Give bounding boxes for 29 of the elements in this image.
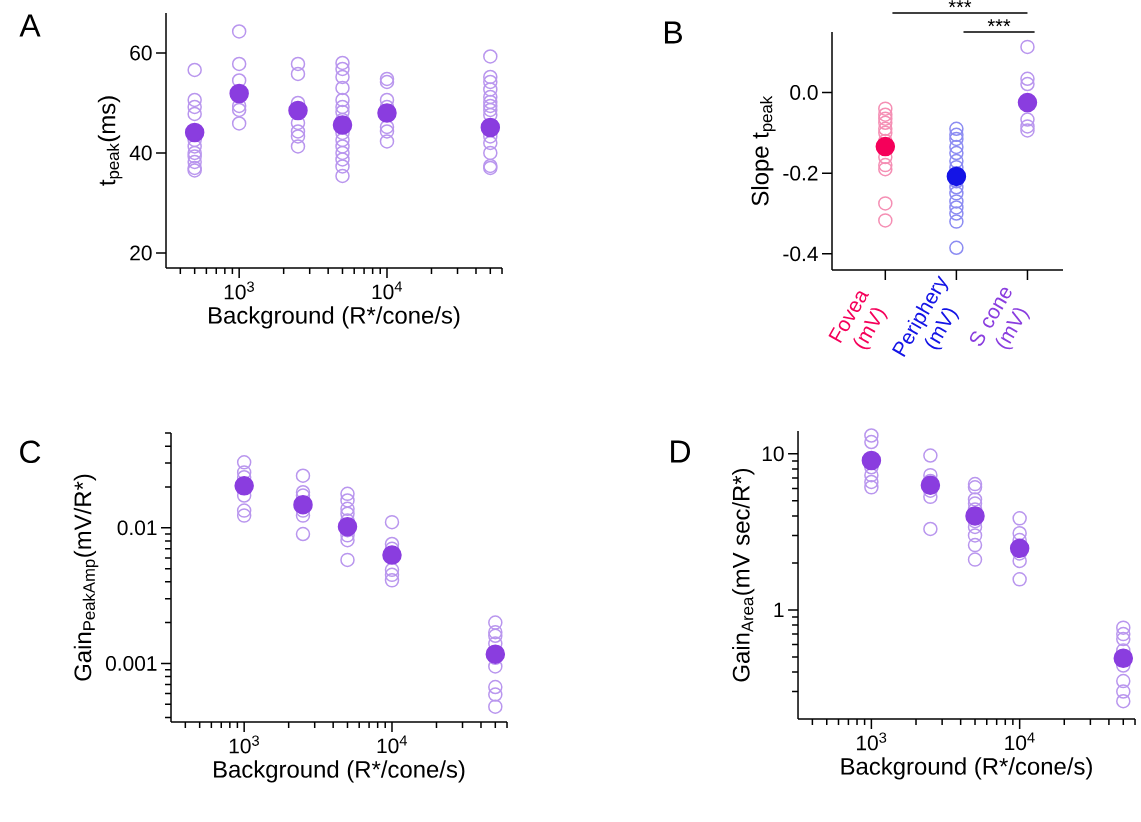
y-tick-label: 40	[129, 145, 152, 161]
x-tick-label: 10$^{3}$	[224, 281, 254, 300]
y-axis-title: t$_{peak}$(ms)	[97, 96, 123, 186]
y-axis-title: Gain$_{PeakAmp}$(mV/R*)	[73, 474, 99, 681]
x-axis-title: Background (R*/cone/s)	[841, 757, 1092, 780]
text: ***	[987, 19, 1011, 27]
chart-title: C	[20, 440, 41, 464]
y-tick-label: -0.2	[783, 165, 818, 181]
y-axis-title: Slope t$_{peak}$	[751, 95, 776, 206]
y-axis-title: Gain$_{Area}$(mV sec/R*)	[732, 468, 755, 682]
y-tick-label: 1	[774, 602, 784, 618]
chart-title: A	[19, 14, 41, 37]
x-tick-label: 10$^{4}$	[377, 735, 408, 754]
y-tick-label: 60	[130, 45, 152, 61]
x-tick-label: 10$^{3}$	[229, 735, 259, 754]
y-tick-label: 10	[762, 446, 784, 462]
y-tick-label: -0.4	[783, 246, 818, 262]
chart-title: B	[664, 21, 682, 44]
y-tick-label: 0.01	[117, 520, 157, 536]
x-tick-label: 10$^{4}$	[372, 281, 403, 300]
x-axis-title: Background (R*/cone/s)	[209, 306, 460, 329]
y-tick-label: 0.001	[105, 656, 157, 671]
y-tick-label: 0.0	[790, 85, 818, 100]
x-axis-title: Background (R*/cone/s)	[214, 760, 465, 783]
chart-title: D	[671, 440, 690, 463]
text: ***	[948, 0, 972, 8]
x-tick-label: 10$^{3}$	[857, 732, 887, 751]
y-tick-label: 20	[130, 245, 152, 261]
x-tick-label: 10$^{4}$	[1005, 732, 1035, 751]
